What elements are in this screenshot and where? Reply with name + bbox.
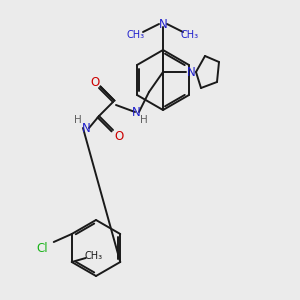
Text: H: H [74,115,82,125]
Text: CH₃: CH₃ [85,251,103,261]
Text: O: O [114,130,124,142]
Text: H: H [140,115,148,125]
Text: CH₃: CH₃ [181,30,199,40]
Text: N: N [187,65,195,79]
Text: CH₃: CH₃ [127,30,145,40]
Text: Cl: Cl [36,242,48,254]
Text: N: N [132,106,140,118]
Text: N: N [159,17,167,31]
Text: O: O [90,76,100,89]
Text: N: N [82,122,90,134]
